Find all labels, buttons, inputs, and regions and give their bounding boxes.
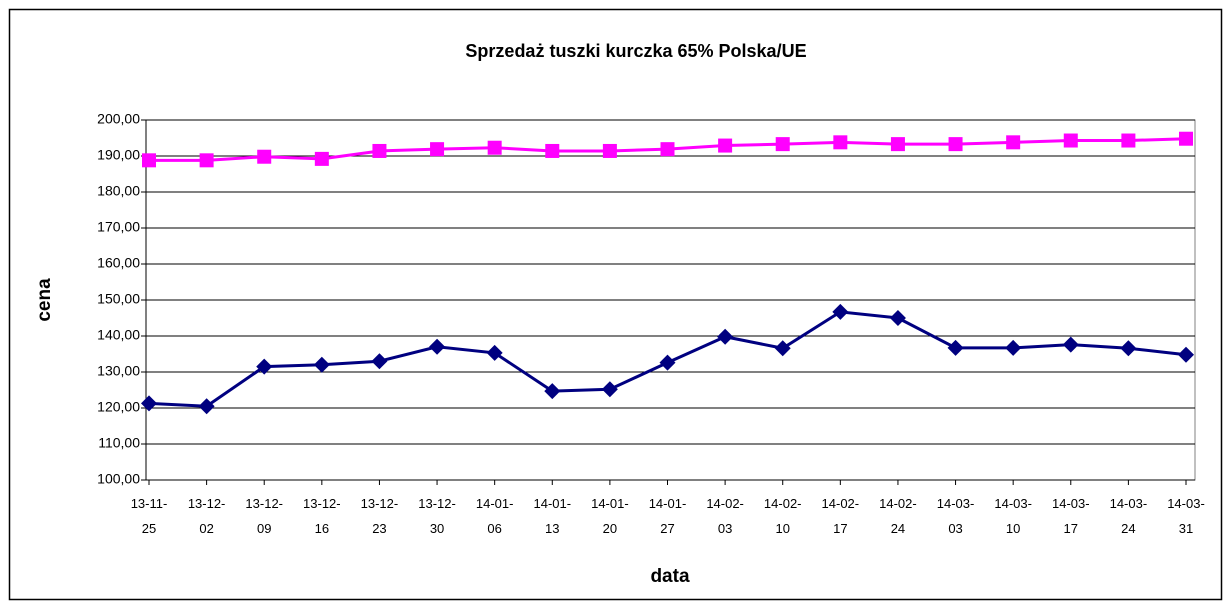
- y-tick-label: 100,00: [97, 471, 140, 487]
- point: [1063, 133, 1078, 148]
- point: [256, 358, 273, 375]
- x-axis-label: data: [650, 566, 690, 587]
- point: [1120, 340, 1137, 357]
- point: [199, 153, 214, 168]
- point: [601, 381, 618, 398]
- point: [889, 310, 906, 326]
- point: [1062, 336, 1079, 353]
- x-tick-label: 14-01-20: [591, 496, 629, 536]
- point: [371, 353, 388, 370]
- y-tick-label: 150,00: [97, 291, 140, 307]
- y-tick-label: 130,00: [97, 363, 140, 379]
- point: [313, 356, 330, 373]
- x-tick-label: 14-01-06: [476, 496, 514, 536]
- point: [947, 339, 964, 356]
- x-tick-label: 14-01-27: [649, 496, 687, 536]
- point: [775, 137, 790, 152]
- y-axis-label: cena: [34, 278, 55, 322]
- point: [314, 151, 329, 166]
- point: [372, 143, 387, 158]
- y-tick-label: 190,00: [97, 147, 140, 163]
- point: [833, 135, 848, 150]
- x-tick-label: 13-12-23: [361, 496, 399, 536]
- x-tick-label: 14-02-17: [822, 496, 860, 536]
- x-tick-label: 13-11-25: [131, 496, 168, 536]
- point: [1006, 135, 1021, 150]
- x-tick-label: 14-03-24: [1110, 496, 1148, 536]
- point: [545, 143, 560, 158]
- point: [487, 140, 502, 155]
- point: [774, 340, 791, 357]
- x-tick-label: 13-12-30: [418, 496, 456, 536]
- x-tick-label: 14-03-17: [1052, 496, 1090, 536]
- point: [1179, 131, 1193, 146]
- x-tick-label: 14-02-03: [706, 496, 744, 536]
- x-tick-label: 13-12-16: [303, 496, 341, 536]
- y-tick-label: 140,00: [97, 327, 140, 343]
- x-tick-label: 14-03-03: [937, 496, 975, 536]
- y-tick-label: 160,00: [97, 255, 140, 271]
- point: [890, 137, 905, 152]
- x-tick-label: 14-03-31: [1167, 496, 1205, 536]
- point: [602, 143, 617, 158]
- point: [142, 153, 156, 168]
- point: [430, 142, 445, 157]
- y-tick-label: 120,00: [97, 399, 140, 415]
- x-tick-label: 14-02-10: [764, 496, 802, 536]
- point: [832, 303, 849, 320]
- point: [659, 354, 676, 371]
- point: [429, 338, 446, 355]
- chart-title: Sprzedaż tuszki kurczka 65% Polska/UE: [465, 41, 806, 61]
- x-tick-label: 13-12-09: [245, 496, 283, 536]
- point: [1178, 346, 1194, 363]
- point: [544, 383, 561, 400]
- point: [141, 395, 157, 412]
- x-tick-label: 13-12-02: [188, 496, 226, 536]
- x-tick-label: 14-01-13: [533, 496, 571, 536]
- point: [257, 149, 272, 164]
- point: [948, 137, 963, 152]
- y-tick-label: 180,00: [97, 183, 140, 199]
- y-tick-label: 200,00: [97, 111, 140, 127]
- x-tick-label: 14-03-10: [994, 496, 1032, 536]
- point: [1005, 339, 1022, 356]
- point: [718, 138, 733, 153]
- point: [1121, 133, 1136, 148]
- point: [717, 328, 734, 345]
- y-tick-label: 170,00: [97, 219, 140, 235]
- x-tick-label: 14-02-24: [879, 496, 917, 536]
- point: [198, 398, 215, 415]
- y-tick-label: 110,00: [98, 435, 140, 451]
- point: [660, 142, 675, 157]
- point: [486, 344, 503, 361]
